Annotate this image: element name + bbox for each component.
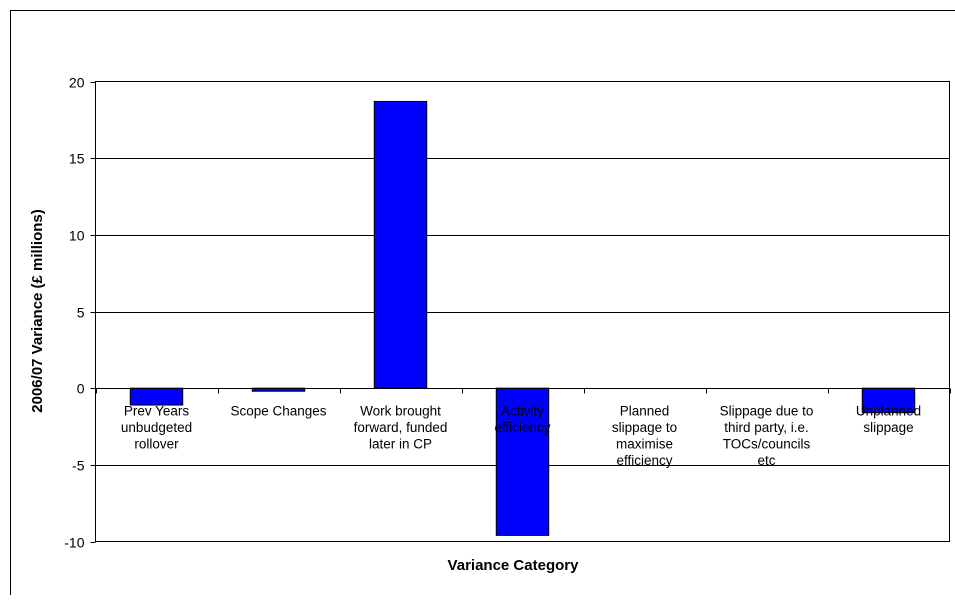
category-label-line: efficiency bbox=[494, 420, 550, 435]
category-label-line: Planned bbox=[620, 404, 670, 419]
bar bbox=[374, 101, 426, 388]
category-label-line: Unplanned bbox=[856, 404, 921, 419]
category-label-line: maximise bbox=[616, 437, 673, 452]
category-label-line: unbudgeted bbox=[121, 420, 192, 435]
category-label-line: Work brought bbox=[360, 404, 441, 419]
category-label-line: later in CP bbox=[369, 437, 432, 452]
y-tick-label: -5 bbox=[72, 458, 85, 474]
category-label-line: efficiency bbox=[616, 453, 672, 468]
category-label-line: etc bbox=[757, 453, 775, 468]
y-tick-label: 20 bbox=[69, 75, 85, 91]
category-label-line: Activity bbox=[501, 404, 544, 419]
category-label-line: Slippage due to bbox=[720, 404, 814, 419]
x-axis-title: Variance Category bbox=[448, 557, 580, 574]
category-label-line: third party, i.e. bbox=[724, 420, 809, 435]
y-tick-label: -10 bbox=[64, 535, 84, 551]
y-tick-label: 0 bbox=[77, 381, 85, 397]
category-label-line: rollover bbox=[134, 437, 179, 452]
bar bbox=[130, 388, 182, 405]
y-tick-label: 15 bbox=[69, 151, 85, 167]
category-label-line: TOCs/councils bbox=[723, 437, 811, 452]
category-label-line: Scope Changes bbox=[230, 404, 326, 419]
category-label-line: forward, funded bbox=[354, 420, 448, 435]
category-label-line: Prev Years bbox=[124, 404, 190, 419]
category-label: Scope Changes bbox=[230, 404, 326, 419]
category-label-line: slippage to bbox=[612, 420, 677, 435]
y-tick-label: 10 bbox=[69, 228, 85, 244]
chart-border bbox=[11, 11, 955, 596]
category-label-line: slippage bbox=[863, 420, 913, 435]
y-axis-title: 2006/07 Variance (£ millions) bbox=[29, 209, 46, 412]
y-tick-label: 5 bbox=[77, 305, 85, 321]
